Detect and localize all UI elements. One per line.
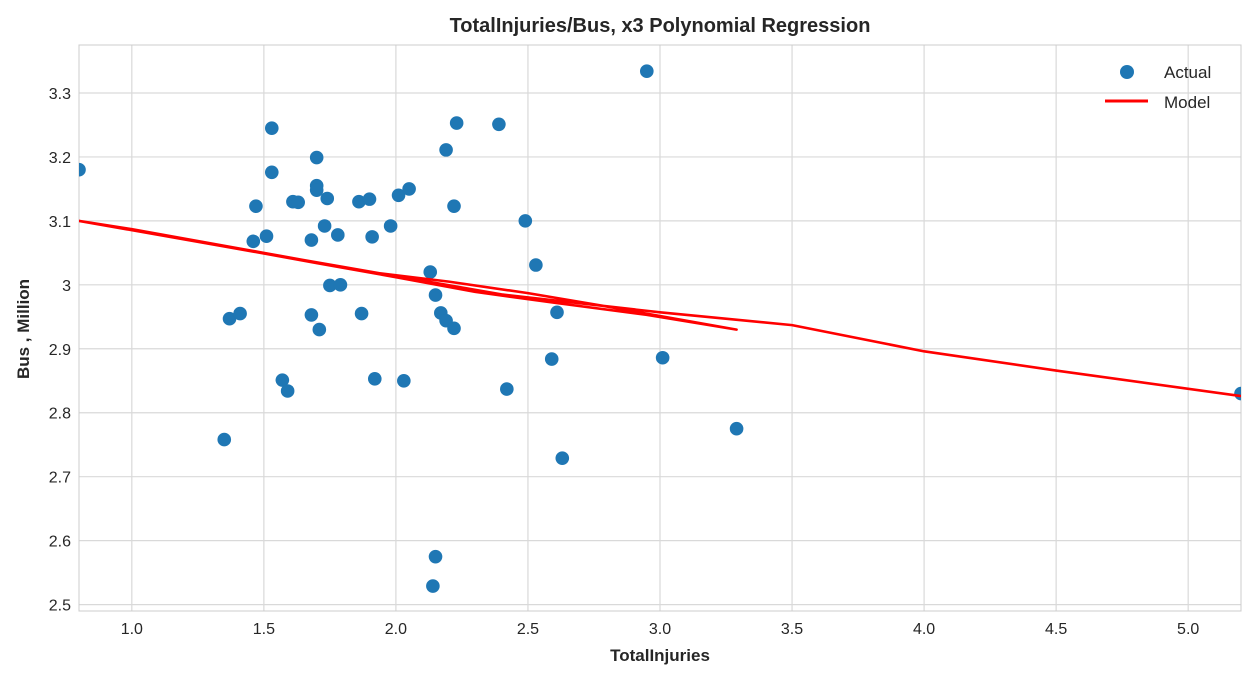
x-tick-label: 2.5 [517,621,539,638]
data-point [447,321,461,336]
data-point [529,258,543,272]
data-point [304,233,319,247]
data-point [729,421,744,436]
data-point [550,305,564,320]
x-tick-label: 1.0 [121,621,143,638]
data-point [426,579,440,593]
legend-actual-marker [1120,65,1134,79]
data-point [365,230,379,244]
y-tick-label: 2.9 [49,342,71,359]
y-tick-label: 3.2 [49,150,71,167]
data-point [217,432,232,447]
y-tick-label: 3.1 [49,214,71,231]
data-point [264,121,279,135]
plot-area [78,44,1242,612]
data-point [259,229,274,244]
data-point [655,350,670,365]
y-tick-label: 3 [62,278,71,295]
data-point [1234,386,1241,401]
legend-model-label: Model [1164,93,1210,112]
data-point [309,183,324,197]
data-point [333,278,348,292]
data-point [309,150,324,165]
data-point [397,373,411,388]
data-layer [79,64,1241,593]
data-point [352,194,366,209]
data-point [317,219,332,233]
data-point [304,308,319,322]
data-point [428,549,443,564]
legend: Actual Model [1105,63,1211,112]
y-tick-label: 2.8 [49,406,71,423]
data-point [362,192,377,206]
x-tick-label: 2.0 [385,621,407,638]
chart-title: TotalInjuries/Bus, x3 Polynomial Regress… [450,15,871,37]
x-tick-label: 1.5 [253,621,275,638]
x-tick-label: 4.0 [913,621,935,638]
data-point [439,143,453,157]
data-point [500,382,514,396]
y-tick-label: 2.7 [49,470,71,487]
data-point [291,195,305,210]
data-point [312,322,327,337]
data-point [383,219,398,233]
data-point [320,191,335,206]
data-point [518,214,533,228]
data-point [639,64,654,79]
data-point [447,199,461,213]
data-point [264,165,279,180]
legend-actual-label: Actual [1164,63,1211,82]
x-tick-label: 3.0 [649,621,671,638]
data-point [233,306,247,321]
data-point [222,311,237,326]
data-point [428,288,443,302]
data-point [280,384,295,398]
data-point [423,265,438,279]
data-point [367,372,382,386]
y-tick-label: 2.6 [49,534,71,551]
data-point [402,182,416,196]
x-tick-label: 5.0 [1177,621,1199,638]
y-tick-label: 3.3 [49,86,71,103]
y-axis-ticks: 2.5 2.6 2.7 2.8 2.9 3 3.1 3.2 3.3 [49,86,71,615]
x-axis-ticks: 1.0 1.5 2.0 2.5 3.0 3.5 4.0 4.5 5.0 [121,621,1200,638]
data-point [544,352,559,366]
data-point [79,162,86,177]
data-point [323,278,337,293]
y-axis-label: Bus , Million [14,279,33,379]
x-tick-label: 4.5 [1045,621,1067,638]
grid [79,45,1241,611]
data-point [331,228,345,242]
data-point [249,199,263,213]
y-tick-label: 2.5 [49,598,71,615]
data-point [246,234,261,249]
model-line [79,219,1241,398]
x-tick-label: 3.5 [781,621,803,638]
data-point [492,117,506,132]
x-axis-label: TotalInjuries [610,646,710,665]
data-point [449,116,464,130]
data-point [391,188,406,203]
data-point [354,306,369,321]
data-point [275,373,290,387]
data-point [555,451,570,465]
